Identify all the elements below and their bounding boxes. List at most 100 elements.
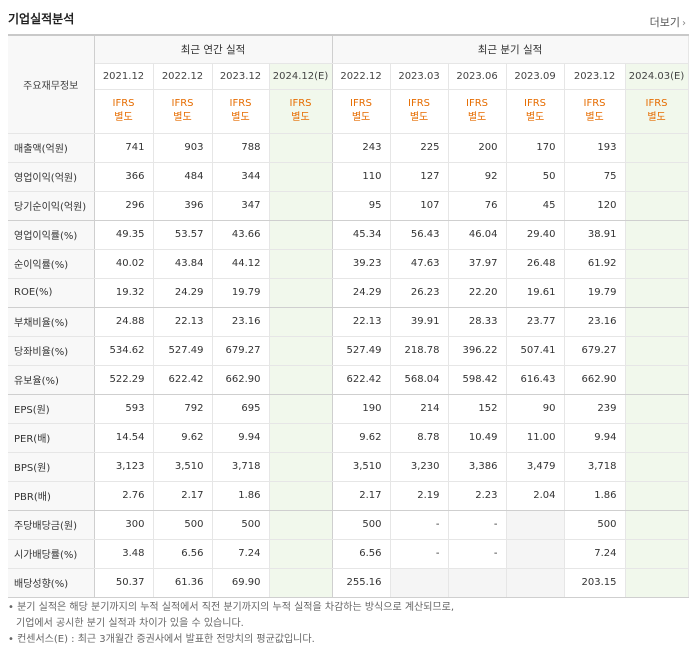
table-cell <box>269 220 333 250</box>
table-row: 유보율(%) 522.29 622.42 662.90 622.42 568.04 598.… <box>8 365 689 395</box>
row-label: 시가배당률(%) <box>8 539 95 569</box>
period-header: 2022.12 <box>332 63 391 90</box>
table-cell: 19.61 <box>506 278 565 308</box>
table-cell <box>625 481 689 511</box>
table-cell: 239 <box>564 394 626 424</box>
table-cell <box>625 191 689 221</box>
row-label: 순이익률(%) <box>8 249 95 279</box>
table-cell <box>269 365 333 395</box>
table-cell <box>625 452 689 482</box>
basis-label: 별도 <box>525 112 545 123</box>
table-cell: 23.77 <box>506 307 565 337</box>
table-cell: 344 <box>212 162 270 192</box>
table-cell <box>269 162 333 192</box>
table-cell: - <box>448 510 507 540</box>
table-cell: 2.04 <box>506 481 565 511</box>
table-cell: 75 <box>564 162 626 192</box>
row-label: 당기순이익(억원) <box>8 191 95 221</box>
row-label: PER(배) <box>8 423 95 453</box>
table-cell: 2.23 <box>448 481 507 511</box>
table-cell: 3,230 <box>390 452 449 482</box>
table-cell <box>506 568 565 598</box>
table-cell: 3,479 <box>506 452 565 482</box>
ifrs-label: IFRS <box>408 98 431 109</box>
table-cell <box>625 133 689 163</box>
ifrs-label: IFRS <box>583 98 606 109</box>
table-cell <box>625 307 689 337</box>
table-cell: 43.66 <box>212 220 270 250</box>
table-cell <box>625 394 689 424</box>
table-cell: 50.37 <box>94 568 154 598</box>
ifrs-basis-header: IFRS 별도 <box>564 89 626 134</box>
group-annual: 최근 연간 실적 <box>94 35 333 64</box>
table-cell: 500 <box>153 510 213 540</box>
table-cell: 22.13 <box>153 307 213 337</box>
table-cell: 47.63 <box>390 249 449 279</box>
table-cell: 37.97 <box>448 249 507 279</box>
table-cell: 2.17 <box>153 481 213 511</box>
basis-label: 별도 <box>351 112 371 123</box>
table-row: 영업이익(억원) 366 484 344 110 127 92 50 75 <box>8 162 689 192</box>
table-cell: 127 <box>390 162 449 192</box>
table-cell: 8.78 <box>390 423 449 453</box>
table-cell: 38.91 <box>564 220 626 250</box>
ifrs-basis-header: IFRS 별도 <box>94 89 154 134</box>
period-header: 2024.03(E) <box>625 63 689 90</box>
table-cell: 193 <box>564 133 626 163</box>
table-cell: 792 <box>153 394 213 424</box>
table-cell: 26.48 <box>506 249 565 279</box>
table-cell: 53.57 <box>153 220 213 250</box>
table-cell: 507.41 <box>506 336 565 366</box>
more-link[interactable]: 더보기 › <box>650 14 686 30</box>
row-label: EPS(원) <box>8 394 95 424</box>
table-cell <box>269 394 333 424</box>
table-cell: 741 <box>94 133 154 163</box>
table-cell: 49.35 <box>94 220 154 250</box>
table-cell <box>269 133 333 163</box>
table-cell <box>625 539 689 569</box>
table-row: PBR(배) 2.76 2.17 1.86 2.17 2.19 2.23 2.04 1.86 <box>8 481 689 511</box>
note-2: 기업에서 공시한 분기 실적과 차이가 있을 수 있습니다. <box>16 618 244 629</box>
table-cell: 46.04 <box>448 220 507 250</box>
table-cell: 90 <box>506 394 565 424</box>
table-cell: 7.24 <box>564 539 626 569</box>
table-cell: 484 <box>153 162 213 192</box>
row-label: 당좌비율(%) <box>8 336 95 366</box>
table-cell: 788 <box>212 133 270 163</box>
table-row: 순이익률(%) 40.02 43.84 44.12 39.23 47.63 37.97 26.… <box>8 249 689 279</box>
table-cell <box>625 365 689 395</box>
table-cell: 622.42 <box>153 365 213 395</box>
note-1: • 분기 실적은 해당 분기까지의 누적 실적에서 직전 분기까지의 누적 실적… <box>8 602 455 613</box>
row-label: 영업이익률(%) <box>8 220 95 250</box>
period-header: 2023.12 <box>212 63 270 90</box>
table-cell <box>625 220 689 250</box>
table-cell: 366 <box>94 162 154 192</box>
row-label: 매출액(억원) <box>8 133 95 163</box>
period-header: 2023.03 <box>390 63 449 90</box>
table-cell: 214 <box>390 394 449 424</box>
table-cell: 218.78 <box>390 336 449 366</box>
table-cell: 9.94 <box>564 423 626 453</box>
table-cell: 61.36 <box>153 568 213 598</box>
table-cell: 679.27 <box>564 336 626 366</box>
table-cell: 43.84 <box>153 249 213 279</box>
table-cell <box>269 481 333 511</box>
table-row: 부채비율(%) 24.88 22.13 23.16 22.13 39.91 28.33 23.… <box>8 307 689 337</box>
row-label: 부채비율(%) <box>8 307 95 337</box>
table-row: ROE(%) 19.32 24.29 19.79 24.29 26.23 22.20 19.6… <box>8 278 689 308</box>
table-cell: 3,386 <box>448 452 507 482</box>
table-cell: 500 <box>564 510 626 540</box>
basis-label: 별도 <box>291 112 310 123</box>
table-cell <box>269 191 333 221</box>
table-cell: 2.19 <box>390 481 449 511</box>
ifrs-label: IFRS <box>289 98 312 109</box>
table-cell: 7.24 <box>212 539 270 569</box>
basis-label: 별도 <box>409 112 429 123</box>
table-cell <box>269 510 333 540</box>
table-cell: 396 <box>153 191 213 221</box>
table-cell: 39.23 <box>332 249 391 279</box>
table-cell: 76 <box>448 191 507 221</box>
table-cell: 92 <box>448 162 507 192</box>
table-cell <box>269 307 333 337</box>
ifrs-basis-header: IFRS 별도 <box>448 89 507 134</box>
